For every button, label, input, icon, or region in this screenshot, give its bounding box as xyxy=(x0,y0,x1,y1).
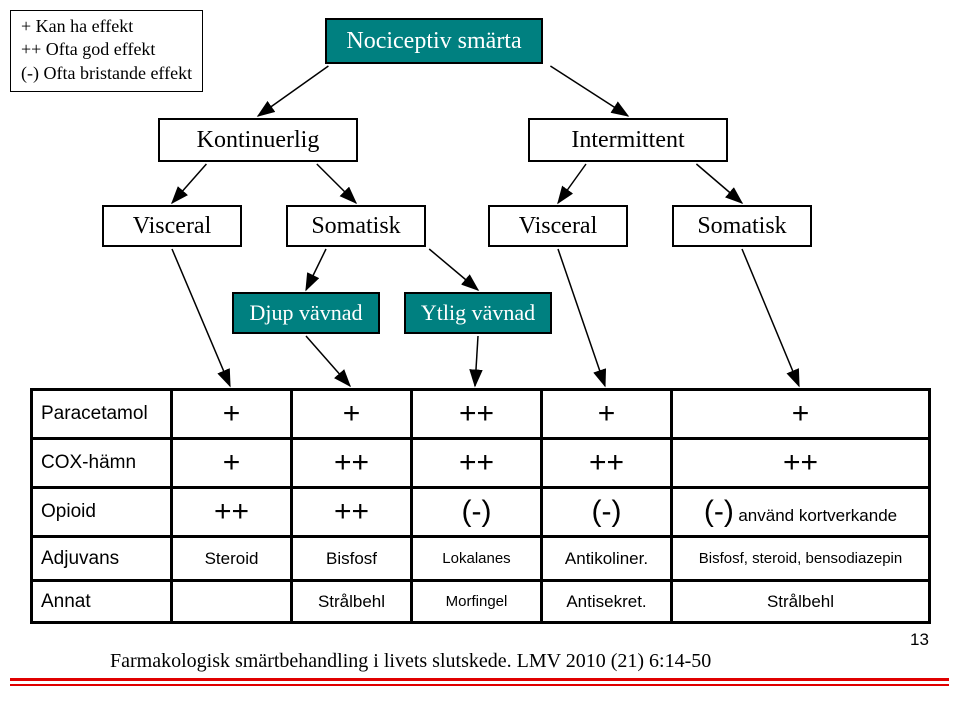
arrow xyxy=(258,66,328,116)
footer-citation: Farmakologisk smärtbehandling i livets s… xyxy=(110,650,711,673)
arrow xyxy=(550,66,628,116)
row-label: Annat xyxy=(32,581,172,623)
table-row: Opioid++++(-)(-)(-) använd kortverkande xyxy=(32,488,930,537)
node-title: Nociceptiv smärta xyxy=(325,18,543,64)
arrow xyxy=(742,249,799,386)
row-label: COX-hämn xyxy=(32,439,172,488)
node-kontinuerlig: Kontinuerlig xyxy=(158,118,358,162)
table-cell: Antisekret. xyxy=(542,581,672,623)
footer-rule-thin xyxy=(10,684,949,686)
page-number: 13 xyxy=(910,630,929,650)
table-cell: + xyxy=(172,390,292,439)
table-cell: Strålbehl xyxy=(292,581,412,623)
efficacy-table: Paracetamol++++++COX-hämn+++++++++Opioid… xyxy=(30,388,931,624)
table-cell: Bisfosf xyxy=(292,537,412,581)
node-visceral2: Visceral xyxy=(488,205,628,247)
table-cell: ++ xyxy=(542,439,672,488)
table-cell: ++ xyxy=(412,439,542,488)
arrow xyxy=(475,336,478,386)
arrow xyxy=(172,249,230,386)
node-somatisk1: Somatisk xyxy=(286,205,426,247)
table-cell xyxy=(172,581,292,623)
table-cell: Morfingel xyxy=(412,581,542,623)
node-intermittent: Intermittent xyxy=(528,118,728,162)
table-cell: ++ xyxy=(672,439,930,488)
table-cell: + xyxy=(172,439,292,488)
table-cell: + xyxy=(672,390,930,439)
table-cell: (-) använd kortverkande xyxy=(672,488,930,537)
table-row: AnnatStrålbehlMorfingelAntisekret.Strålb… xyxy=(32,581,930,623)
table-cell: ++ xyxy=(172,488,292,537)
table-cell: (-) xyxy=(542,488,672,537)
node-visceral1: Visceral xyxy=(102,205,242,247)
node-ytlig: Ytlig vävnad xyxy=(404,292,552,334)
table-cell: + xyxy=(542,390,672,439)
arrow xyxy=(172,164,206,203)
table-cell: Antikoliner. xyxy=(542,537,672,581)
table-cell: Strålbehl xyxy=(672,581,930,623)
table-row: COX-hämn+++++++++ xyxy=(32,439,930,488)
arrow xyxy=(558,249,605,386)
table-cell: ++ xyxy=(292,439,412,488)
table-cell: Steroid xyxy=(172,537,292,581)
legend-line: + Kan ha effekt xyxy=(21,15,192,38)
legend-line: (-) Ofta bristande effekt xyxy=(21,62,192,85)
table-row: Paracetamol++++++ xyxy=(32,390,930,439)
table-cell: ++ xyxy=(292,488,412,537)
table-row: AdjuvansSteroidBisfosfLokalanesAntikolin… xyxy=(32,537,930,581)
arrow xyxy=(306,249,326,290)
arrow xyxy=(429,249,478,290)
arrow xyxy=(558,164,586,203)
table-cell: + xyxy=(292,390,412,439)
node-djup: Djup vävnad xyxy=(232,292,380,334)
arrow xyxy=(317,164,356,203)
node-somatisk2: Somatisk xyxy=(672,205,812,247)
table-cell: Bisfosf, steroid, bensodiazepin xyxy=(672,537,930,581)
row-label: Paracetamol xyxy=(32,390,172,439)
legend-box: + Kan ha effekt++ Ofta god effekt(-) Oft… xyxy=(10,10,203,92)
row-label: Opioid xyxy=(32,488,172,537)
table-cell: (-) xyxy=(412,488,542,537)
arrow xyxy=(306,336,350,386)
table-cell: Lokalanes xyxy=(412,537,542,581)
arrow xyxy=(696,164,742,203)
table-cell: ++ xyxy=(412,390,542,439)
footer-rule xyxy=(10,678,949,681)
legend-line: ++ Ofta god effekt xyxy=(21,38,192,61)
row-label: Adjuvans xyxy=(32,537,172,581)
